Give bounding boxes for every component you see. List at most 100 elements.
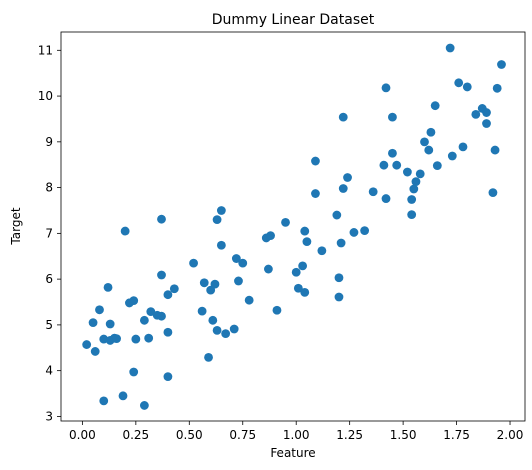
data-point-11 (118, 391, 128, 401)
data-point-83 (424, 145, 434, 155)
x-tick-label: 2.00 (497, 428, 524, 442)
data-point-30 (197, 306, 207, 316)
x-tick-label: 1.25 (336, 428, 363, 442)
y-tick-label: 7 (45, 226, 53, 240)
data-point-43 (234, 276, 243, 286)
data-point-88 (447, 151, 457, 161)
data-point-61 (334, 273, 344, 283)
data-point-95 (482, 119, 491, 128)
data-point-23 (157, 270, 166, 280)
data-point-32 (204, 352, 213, 362)
data-point-45 (244, 295, 254, 305)
data-point-77 (407, 210, 417, 220)
data-point-15 (129, 367, 139, 377)
data-point-20 (146, 307, 156, 317)
data-point-44 (238, 258, 248, 268)
data-point-94 (482, 108, 491, 117)
x-tick-label: 1.75 (443, 428, 470, 442)
data-point-24 (157, 214, 166, 224)
y-tick-label: 8 (45, 181, 53, 195)
data-point-36 (212, 215, 222, 225)
data-point-1 (88, 318, 98, 328)
data-point-54 (300, 288, 310, 297)
data-point-69 (368, 187, 378, 197)
data-point-16 (131, 334, 141, 344)
data-point-27 (163, 327, 173, 337)
data-point-96 (488, 188, 498, 198)
data-point-57 (311, 156, 320, 166)
data-point-0 (82, 340, 92, 349)
data-point-55 (300, 226, 310, 236)
data-point-39 (216, 240, 226, 250)
points-layer (82, 43, 506, 410)
data-point-68 (360, 226, 370, 236)
data-point-42 (231, 254, 241, 263)
data-point-47 (264, 264, 273, 274)
chart-title: Dummy Linear Dataset (212, 12, 375, 28)
data-point-72 (381, 194, 391, 203)
data-point-92 (471, 109, 481, 119)
data-point-38 (216, 206, 226, 215)
data-point-74 (388, 112, 397, 122)
data-point-52 (293, 283, 303, 293)
x-tick-label: 0.00 (69, 428, 96, 442)
data-point-29 (189, 258, 198, 268)
data-point-56 (302, 237, 312, 247)
data-point-53 (298, 261, 308, 271)
data-point-25 (163, 290, 173, 300)
data-point-90 (458, 142, 468, 152)
data-point-6 (103, 282, 113, 292)
data-point-73 (388, 148, 397, 158)
y-tick-label: 6 (45, 272, 53, 286)
data-point-3 (95, 305, 104, 315)
data-point-99 (497, 60, 506, 69)
data-point-35 (210, 279, 220, 289)
x-axis-label: Feature (270, 446, 315, 460)
x-tick-label: 1.00 (283, 428, 310, 442)
data-point-62 (334, 292, 344, 302)
data-point-81 (415, 169, 425, 179)
data-point-66 (343, 173, 352, 182)
y-tick-label: 10 (38, 89, 53, 103)
data-point-67 (349, 228, 359, 237)
y-axis-label: Target (9, 207, 23, 245)
y-axis: 3 4 5 6 7 8 9 10 11 (38, 43, 61, 423)
data-point-48 (266, 231, 275, 241)
data-point-58 (311, 189, 320, 198)
x-tick-label: 0.50 (176, 428, 203, 442)
data-point-51 (291, 267, 301, 277)
data-point-41 (229, 324, 239, 334)
data-point-17 (139, 315, 149, 325)
data-point-71 (381, 83, 391, 93)
data-point-60 (332, 210, 342, 220)
data-point-26 (163, 372, 173, 382)
y-tick-label: 5 (45, 318, 53, 332)
data-point-10 (112, 334, 121, 344)
data-point-91 (462, 82, 472, 92)
data-point-2 (90, 347, 100, 356)
plot-area-frame (60, 31, 526, 422)
data-point-34 (208, 315, 218, 325)
data-point-63 (336, 238, 346, 248)
data-point-59 (317, 246, 327, 256)
y-tick-label: 9 (45, 135, 53, 149)
data-point-50 (281, 217, 290, 227)
data-point-28 (169, 284, 179, 294)
y-tick-label: 11 (38, 43, 53, 57)
data-point-40 (221, 329, 231, 338)
data-point-65 (338, 184, 348, 193)
data-point-76 (403, 167, 412, 177)
data-point-85 (430, 101, 440, 111)
data-point-14 (129, 296, 139, 306)
data-point-37 (212, 325, 222, 335)
data-point-31 (199, 278, 209, 288)
data-point-82 (420, 137, 429, 147)
data-point-87 (445, 43, 455, 53)
data-point-84 (426, 127, 436, 137)
y-tick-label: 4 (45, 364, 53, 378)
data-point-78 (407, 195, 417, 204)
x-tick-label: 1.50 (390, 428, 417, 442)
data-point-4 (99, 396, 109, 406)
data-point-75 (392, 160, 402, 170)
